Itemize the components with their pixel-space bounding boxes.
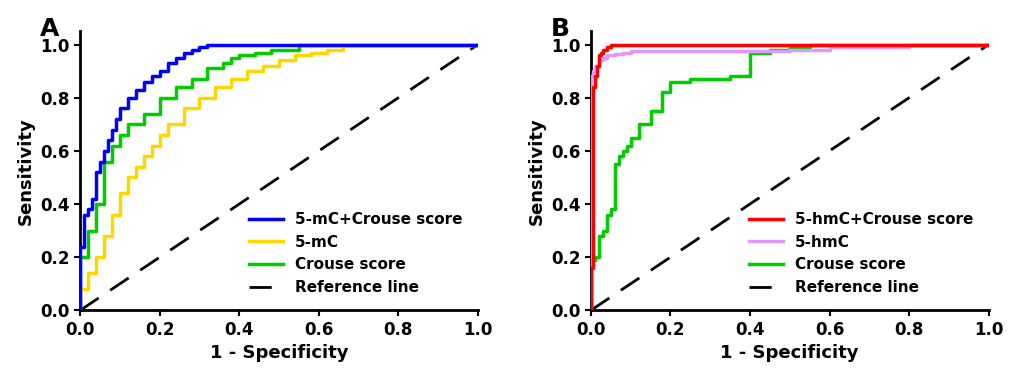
Text: B: B: [550, 17, 570, 41]
Legend: 5-hmC+Crouse score, 5-hmC, Crouse score, Reference line: 5-hmC+Crouse score, 5-hmC, Crouse score,…: [741, 205, 980, 303]
Y-axis label: Sensitivity: Sensitivity: [527, 117, 545, 225]
Text: A: A: [41, 17, 60, 41]
Legend: 5-mC+Crouse score, 5-mC, Crouse score, Reference line: 5-mC+Crouse score, 5-mC, Crouse score, R…: [242, 205, 470, 303]
X-axis label: 1 - Specificity: 1 - Specificity: [719, 345, 858, 362]
Y-axis label: Sensitivity: Sensitivity: [16, 117, 35, 225]
X-axis label: 1 - Specificity: 1 - Specificity: [210, 345, 347, 362]
